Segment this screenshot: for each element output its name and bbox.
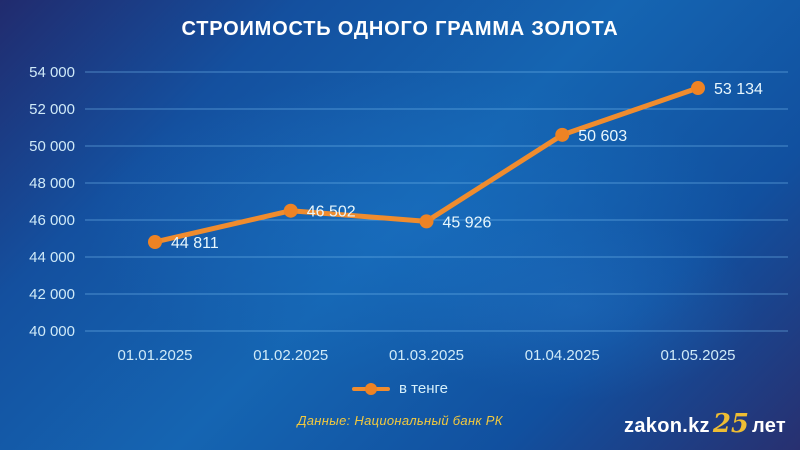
y-axis-tick-label: 48 000 xyxy=(29,175,75,192)
logo-anniversary-number: 25 xyxy=(712,409,749,439)
data-point-marker xyxy=(419,214,434,229)
data-point-label: 46 502 xyxy=(307,204,356,221)
y-axis-tick-label: 42 000 xyxy=(29,286,75,303)
legend-line-marker-icon xyxy=(352,382,391,396)
data-point-marker xyxy=(691,81,705,96)
x-axis-tick-label: 01.01.2025 xyxy=(117,347,192,364)
y-axis-tick-label: 44 000 xyxy=(29,249,75,266)
data-point-marker xyxy=(283,203,298,218)
y-axis-tick-label: 52 000 xyxy=(29,101,75,118)
data-point-marker xyxy=(555,127,570,142)
zakon-kz-logo: zakon.kz 25 лет xyxy=(624,411,786,438)
data-point-label: 44 811 xyxy=(171,235,219,252)
legend: в тенге xyxy=(0,380,800,397)
x-axis-tick-label: 01.02.2025 xyxy=(253,347,328,364)
data-point-marker xyxy=(148,234,162,249)
y-axis-tick-label: 46 000 xyxy=(29,212,75,229)
logo-text: zakon.kz xyxy=(624,415,710,437)
data-point-label: 45 926 xyxy=(443,214,492,231)
x-axis-tick-label: 01.04.2025 xyxy=(525,347,600,364)
data-point-label: 53 134 xyxy=(714,81,763,98)
y-axis-tick-label: 50 000 xyxy=(29,138,75,155)
data-point-label: 50 603 xyxy=(578,128,627,145)
x-axis-tick-label: 01.05.2025 xyxy=(660,347,735,364)
y-axis-tick-label: 54 000 xyxy=(29,64,75,81)
legend-label: в тенге xyxy=(399,380,448,397)
data-source-caption: Данные: Национальный банк РК xyxy=(297,413,503,428)
logo-years-text: лет xyxy=(752,415,786,437)
y-axis-tick-label: 40 000 xyxy=(29,323,75,340)
chart-title: СТРОИМОСТЬ ОДНОГО ГРАММА ЗОЛОТА xyxy=(181,18,619,40)
x-axis-tick-label: 01.03.2025 xyxy=(389,347,464,364)
